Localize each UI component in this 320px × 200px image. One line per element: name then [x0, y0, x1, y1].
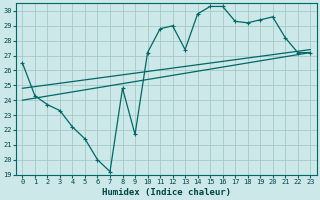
X-axis label: Humidex (Indice chaleur): Humidex (Indice chaleur) — [102, 188, 231, 197]
